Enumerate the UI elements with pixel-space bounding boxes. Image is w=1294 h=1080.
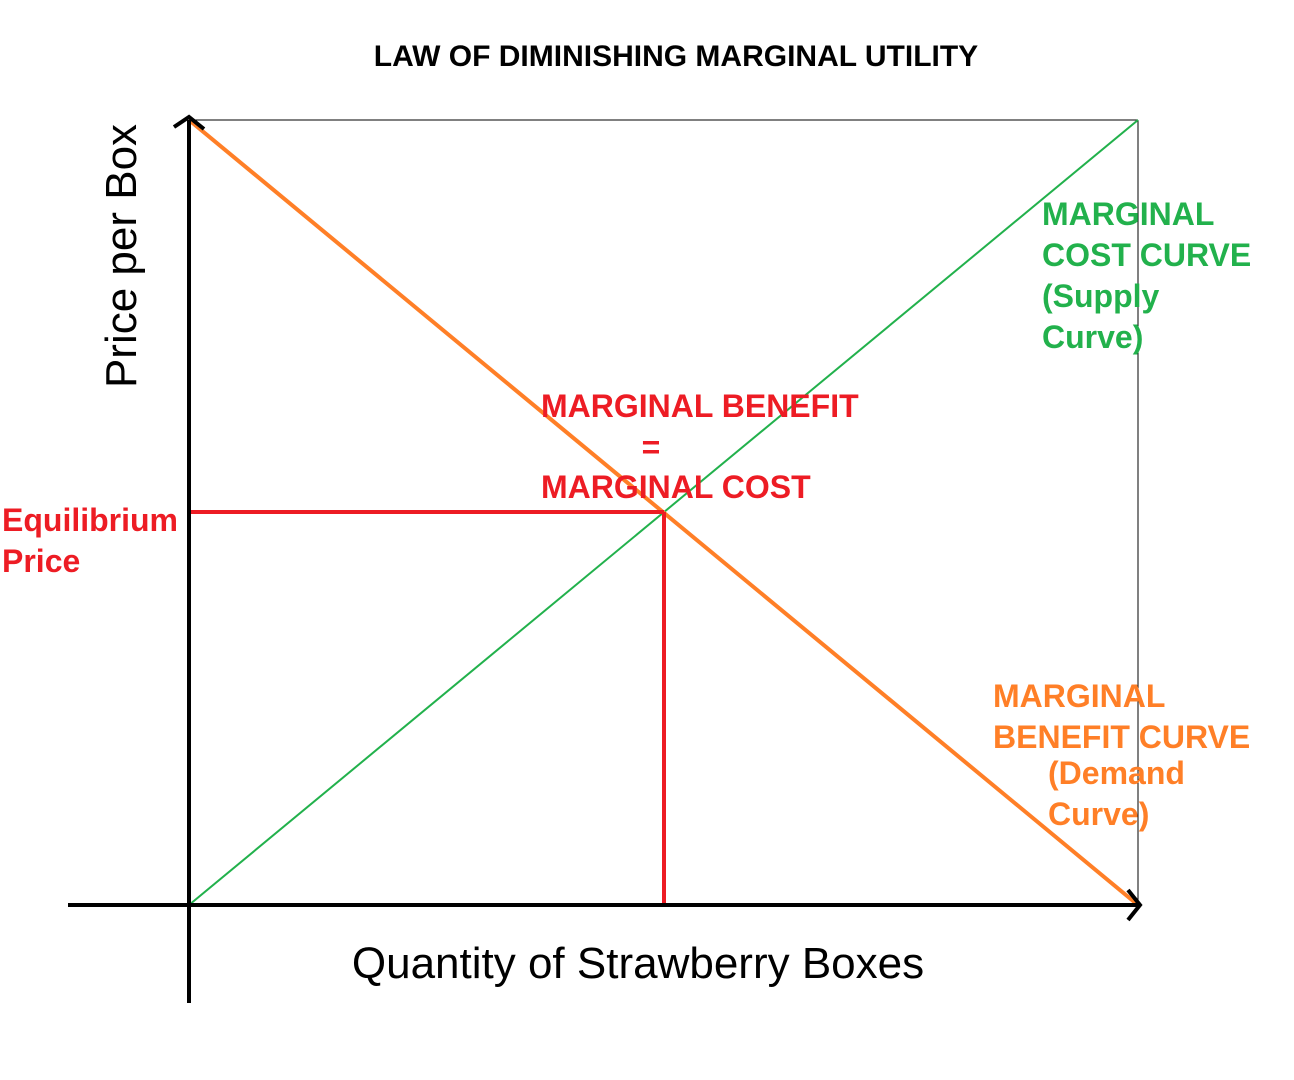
demand-label-line4: Curve) [1048,796,1149,832]
y-axis-arrowhead [172,114,206,131]
intersection-label-line2: = [642,429,661,465]
x-axis-label: Quantity of Strawberry Boxes [352,939,924,988]
demand-label-line3: (Demand [1048,755,1185,791]
intersection-label-line3: MARGINAL COST [541,469,811,505]
supply-label-line1: MARGINAL [1042,196,1214,232]
intersection-label-line1: MARGINAL BENEFIT [541,388,859,424]
y-axis-label: Price per Box [97,124,146,388]
demand-label-line1: MARGINAL [993,678,1165,714]
demand-label-line2: BENEFIT CURVE [993,719,1250,755]
equilibrium-price-label-line1: Equilibrium [2,502,178,538]
supply-label-line2: COST CURVE [1042,237,1251,273]
chart-title: LAW OF DIMINISHING MARGINAL UTILITY [374,40,978,73]
supply-label-line3: (Supply [1042,278,1160,314]
x-axis-arrowhead [1126,888,1143,922]
supply-label-line4: Curve) [1042,319,1143,355]
equilibrium-price-label-line2: Price [2,543,80,579]
